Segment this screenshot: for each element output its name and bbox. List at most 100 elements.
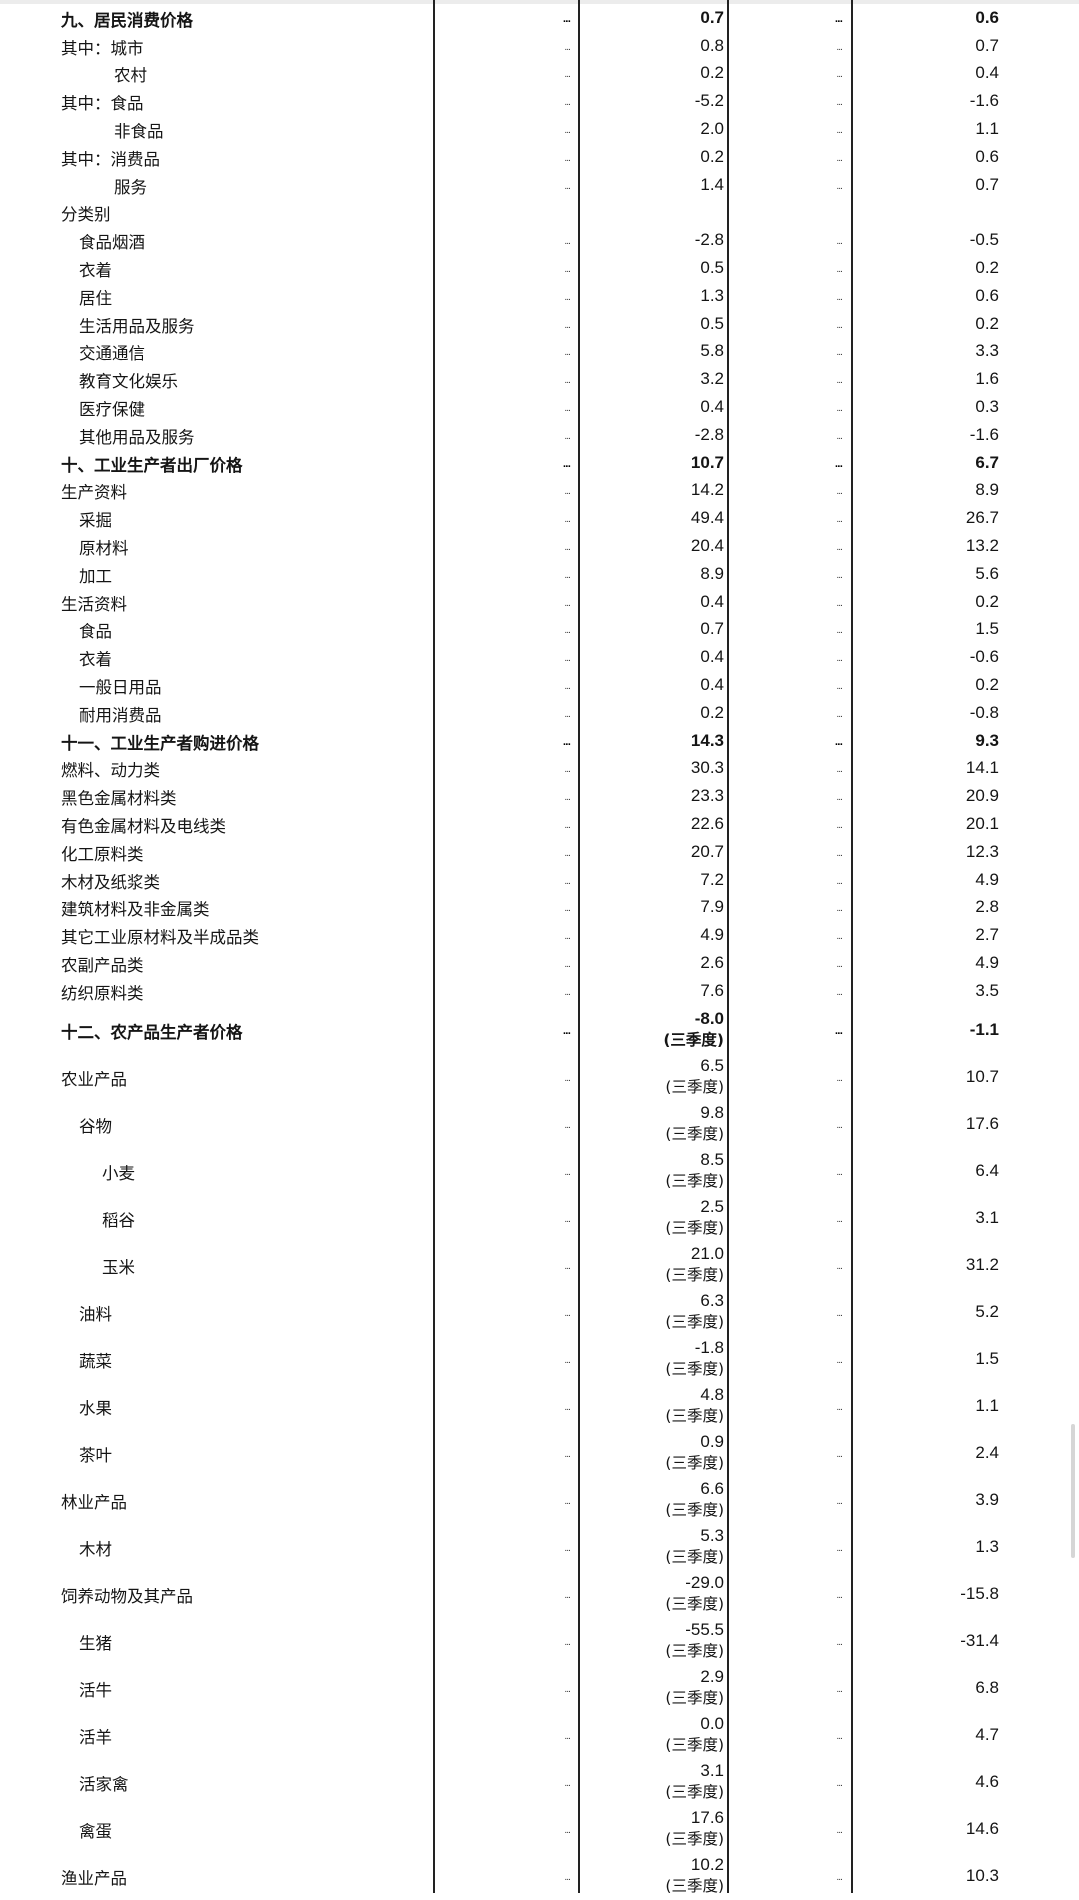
value-col4: 14.6 [965, 1819, 999, 1838]
value-col4: 1.5 [975, 1349, 999, 1368]
value-col4: 26.7 [965, 508, 999, 528]
table-row: 油料...... 6.3 (三季度) 5.2 [0, 1289, 1079, 1336]
table-row: 活家禽...... 3.1 (三季度) 4.6 [0, 1759, 1079, 1806]
value-col4: 0.3 [975, 397, 999, 417]
not-available-marker: ... [836, 404, 843, 415]
not-available-marker: ... [836, 876, 843, 887]
table-row: 衣着...... 0.5 0.2 [0, 254, 1079, 282]
table-row: 禽蛋...... 17.6 (三季度) 14.6 [0, 1806, 1079, 1853]
value-col2: 0.4 [700, 675, 724, 695]
not-available-marker: ... [834, 737, 843, 748]
not-available-marker: ... [564, 42, 571, 53]
not-available-marker: ... [562, 459, 571, 470]
value: 6.6 [700, 1479, 724, 1498]
row-label: 有色金属材料及电线类 [61, 817, 226, 837]
value-col2: 2.6 [700, 953, 724, 973]
not-available-marker: ... [836, 348, 843, 359]
quarter-note: (三季度) [665, 1877, 724, 1895]
not-available-marker: ... [564, 1732, 571, 1742]
row-label: 十、工业生产者出厂价格 [61, 455, 243, 475]
table-row: 茶叶...... 0.9 (三季度) 2.4 [0, 1430, 1079, 1477]
not-available-marker: ... [564, 1356, 571, 1366]
quarter-note: (三季度) [665, 1501, 724, 1519]
not-available-marker: ... [836, 126, 843, 137]
value-col2: 7.6 [700, 980, 724, 1000]
value-col4: 2.7 [975, 925, 999, 945]
not-available-marker: ... [564, 1403, 571, 1413]
table-row: 衣着...... 0.4 -0.6 [0, 643, 1079, 671]
row-label: 医疗保健 [79, 400, 145, 420]
quarter-note: (三季度) [665, 1548, 724, 1566]
table-row: 教育文化娱乐...... 3.2 1.6 [0, 365, 1079, 393]
value-col2: 0.2 [700, 146, 724, 166]
scrollbar[interactable] [1071, 1424, 1075, 1558]
not-available-marker: ... [564, 598, 571, 609]
not-available-marker: ... [834, 14, 843, 25]
not-available-marker: ... [836, 1591, 843, 1601]
value-col2: 2.5 (三季度) [665, 1197, 724, 1240]
not-available-marker: ... [564, 1074, 571, 1084]
row-label: 十一、工业生产者购进价格 [61, 733, 259, 753]
value-col2: 5.8 [700, 341, 724, 361]
not-available-marker: ... [564, 237, 571, 248]
not-available-marker: ... [836, 1215, 843, 1225]
quarter-note: (三季度) [665, 1078, 724, 1096]
table-row: 渔业产品...... 10.2 (三季度) 10.3 [0, 1853, 1079, 1900]
value-col4: 9.3 [975, 730, 999, 750]
row-label: 小麦 [102, 1164, 135, 1183]
not-available-marker: ... [834, 1027, 843, 1037]
not-available-marker: ... [836, 181, 843, 192]
table-row: 九、居民消费价格...... 0.7 0.6 [0, 4, 1079, 32]
not-available-marker: ... [564, 1309, 571, 1319]
row-label: 居住 [79, 288, 112, 308]
not-available-marker: ... [836, 431, 843, 442]
value: 17.6 [690, 1808, 724, 1827]
value-col2: 0.7 [700, 7, 724, 27]
row-label: 饲养动物及其产品 [61, 1587, 193, 1606]
table-row: 农村...... 0.2 0.4 [0, 60, 1079, 88]
row-label: 化工原料类 [61, 844, 144, 864]
not-available-marker: ... [564, 320, 571, 331]
value: 0.0 [700, 1714, 724, 1733]
value-col2: 7.9 [700, 897, 724, 917]
row-label: 教育文化娱乐 [79, 372, 178, 392]
not-available-marker: ... [564, 1685, 571, 1695]
row-label: 蔬菜 [79, 1352, 112, 1371]
value-col4: 3.9 [975, 1490, 999, 1509]
not-available-marker: ... [836, 932, 843, 943]
quarter-note: (三季度) [665, 1125, 724, 1143]
value-col4: 4.9 [975, 953, 999, 973]
value-col4: 10.7 [965, 1067, 999, 1086]
not-available-marker: ... [564, 821, 571, 832]
value-col2: -2.8 [694, 424, 724, 444]
not-available-marker: ... [564, 1826, 571, 1836]
not-available-marker: ... [564, 793, 571, 804]
value-col4: 0.6 [975, 7, 999, 27]
not-available-marker: ... [562, 737, 571, 748]
value-col2: 8.5 (三季度) [665, 1150, 724, 1193]
row-label: 禽蛋 [79, 1822, 112, 1841]
not-available-marker: ... [564, 1591, 571, 1601]
not-available-marker: ... [564, 348, 571, 359]
quarter-note: (三季度) [665, 1407, 724, 1425]
table-row: 服务...... 1.4 0.7 [0, 171, 1079, 199]
value-col4: 14.1 [965, 758, 999, 778]
not-available-marker: ... [836, 1779, 843, 1789]
not-available-marker: ... [564, 376, 571, 387]
row-label: 分类别 [61, 205, 111, 225]
value-col4: 0.4 [975, 63, 999, 83]
value: -8.0 [694, 1009, 724, 1028]
quarter-note: (三季度) [665, 1219, 724, 1237]
row-label: 其他用品及服务 [79, 427, 195, 447]
quarter-note: (三季度) [665, 1830, 724, 1848]
not-available-marker: ... [836, 570, 843, 581]
not-available-marker: ... [836, 1450, 843, 1460]
not-available-marker: ... [564, 98, 571, 109]
not-available-marker: ... [836, 376, 843, 387]
not-available-marker: ... [834, 459, 843, 470]
table-row: 耐用消费品...... 0.2 -0.8 [0, 699, 1079, 727]
not-available-marker: ... [564, 543, 571, 554]
table-row: 活羊...... 0.0 (三季度) 4.7 [0, 1712, 1079, 1759]
not-available-marker: ... [836, 1638, 843, 1648]
not-available-marker: ... [836, 515, 843, 526]
